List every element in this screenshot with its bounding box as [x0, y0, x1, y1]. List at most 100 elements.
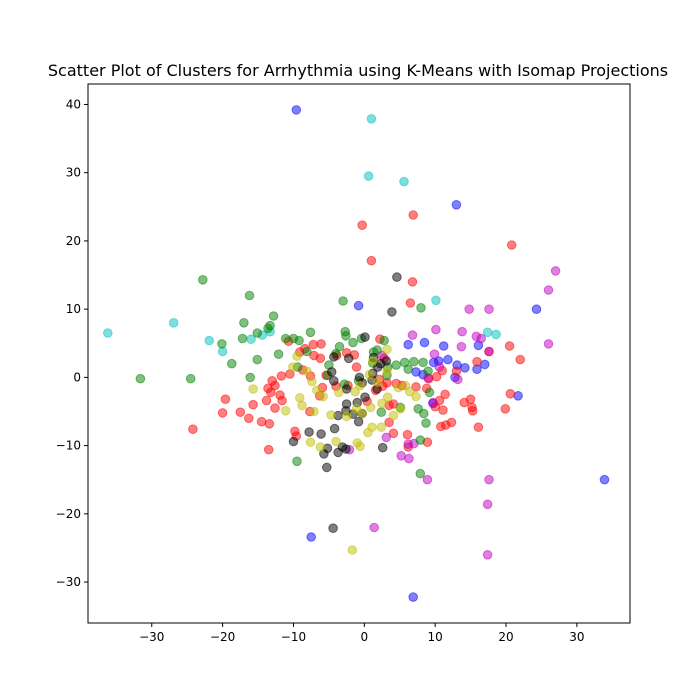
data-point-cluster-4: [403, 364, 414, 375]
data-point-cluster-4: [372, 345, 382, 355]
y-tick-label: 20: [66, 234, 81, 248]
data-point-cluster-2: [405, 298, 416, 308]
x-tick-label: −30: [139, 630, 164, 644]
data-point-cluster-2: [506, 240, 517, 250]
plot-frame: [87, 83, 631, 624]
data-point-cluster-1: [431, 295, 441, 306]
data-point-cluster-5: [322, 462, 332, 473]
data-point-cluster-6: [288, 362, 298, 372]
data-point-cluster-3: [484, 304, 494, 315]
data-point-cluster-4: [338, 296, 348, 306]
data-point-cluster-5: [377, 442, 388, 453]
data-point-cluster-6: [307, 376, 317, 387]
data-point-cluster-6: [357, 408, 368, 419]
data-point-cluster-2: [411, 382, 421, 392]
data-point-cluster-0: [291, 105, 302, 115]
data-point-cluster-2: [277, 395, 287, 406]
data-point-cluster-5: [316, 429, 326, 439]
data-point-cluster-6: [365, 402, 376, 413]
data-point-cluster-2: [431, 371, 442, 382]
data-point-cluster-2: [308, 339, 319, 350]
data-point-cluster-2: [220, 394, 231, 405]
data-point-cluster-3: [453, 374, 463, 385]
data-point-cluster-2: [266, 387, 276, 398]
data-point-cluster-5: [304, 427, 314, 437]
data-point-cluster-4: [217, 339, 227, 349]
data-point-cluster-4: [294, 335, 304, 346]
data-point-cluster-4: [419, 408, 429, 419]
data-point-cluster-5: [333, 447, 343, 458]
x-tick-label: 30: [569, 630, 584, 644]
data-point-cluster-0: [353, 300, 364, 311]
x-tick-label: −10: [281, 630, 306, 644]
data-point-cluster-4: [135, 373, 146, 384]
data-point-cluster-6: [295, 393, 305, 403]
data-point-cluster-1: [491, 329, 501, 340]
data-point-cluster-6: [326, 410, 336, 420]
data-point-cluster-0: [531, 304, 542, 315]
data-point-cluster-2: [384, 417, 394, 428]
data-point-cluster-2: [504, 341, 515, 351]
data-point-cluster-5: [288, 436, 299, 447]
data-point-cluster-3: [464, 304, 475, 315]
data-point-cluster-2: [357, 220, 368, 230]
data-point-cluster-2: [473, 422, 484, 433]
data-point-cluster-5: [341, 384, 352, 394]
data-point-cluster-5: [329, 352, 339, 362]
data-point-cluster-5: [329, 423, 340, 434]
data-point-cluster-4: [185, 373, 196, 384]
data-point-cluster-2: [264, 419, 275, 429]
x-tick-label: −20: [210, 630, 235, 644]
data-point-cluster-6: [334, 387, 344, 398]
data-point-cluster-2: [500, 404, 511, 414]
x-tick-label: 20: [498, 630, 513, 644]
x-tick-label: 0: [360, 630, 368, 644]
data-point-cluster-2: [276, 371, 287, 381]
data-point-cluster-2: [309, 350, 319, 361]
data-point-cluster-4: [227, 358, 237, 369]
data-point-cluster-2: [451, 366, 462, 377]
axis-ticks: −30 −20 −10 0 10 20 30 −30 −20 −10 0 10 20 30 40: [56, 97, 585, 644]
data-point-cluster-2: [188, 424, 198, 435]
data-point-cluster-1: [363, 171, 374, 181]
y-tick-label: 40: [66, 97, 81, 111]
data-point-cluster-3: [482, 499, 493, 510]
data-point-cluster-4: [237, 333, 248, 344]
data-point-cluster-4: [239, 318, 249, 328]
data-point-cluster-2: [441, 420, 451, 430]
data-point-cluster-2: [505, 389, 516, 399]
data-point-cluster-0: [438, 341, 449, 351]
data-point-cluster-6: [350, 386, 360, 397]
data-point-cluster-2: [244, 413, 254, 424]
data-point-cluster-2: [515, 354, 526, 365]
data-point-cluster-2: [440, 389, 450, 400]
data-point-cluster-4: [376, 407, 387, 418]
data-point-cluster-6: [292, 351, 302, 362]
data-point-cluster-1: [103, 328, 113, 338]
data-point-cluster-4: [415, 468, 426, 479]
data-point-cluster-6: [395, 404, 406, 414]
data-point-cluster-4: [263, 323, 273, 334]
data-point-cluster-6: [367, 422, 377, 433]
data-point-cluster-6: [373, 377, 383, 388]
data-point-cluster-6: [368, 356, 378, 366]
data-point-cluster-6: [309, 406, 319, 417]
data-point-cluster-2: [402, 429, 413, 440]
y-tick-label: 30: [66, 166, 81, 180]
data-point-cluster-6: [388, 410, 399, 421]
data-point-cluster-6: [382, 392, 393, 403]
data-point-cluster-2: [235, 407, 246, 418]
data-point-cluster-3: [482, 550, 493, 560]
data-point-cluster-5: [326, 367, 337, 377]
data-point-cluster-2: [388, 428, 399, 439]
y-tick-label: −30: [56, 575, 81, 589]
data-point-cluster-0: [408, 592, 419, 602]
data-point-cluster-4: [415, 435, 426, 445]
data-point-cluster-4: [348, 337, 358, 348]
y-tick-label: −10: [56, 439, 81, 453]
data-point-cluster-2: [248, 399, 258, 410]
data-point-cluster-0: [513, 391, 523, 401]
data-point-cluster-5: [373, 362, 383, 372]
data-point-cluster-0: [451, 200, 462, 210]
